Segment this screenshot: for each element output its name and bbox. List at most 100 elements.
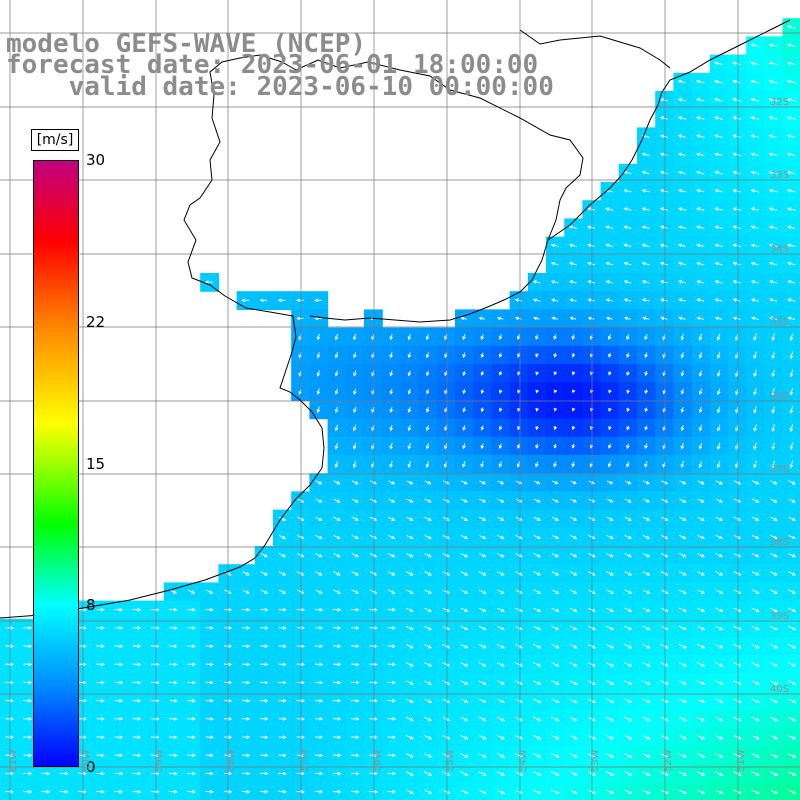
wind-arrow [497,553,505,558]
wind-arrow [480,389,485,394]
wind-arrow [587,789,596,795]
wind-arrow [277,298,286,303]
wind-arrow [444,333,448,341]
wind-arrow [169,771,178,776]
wind-arrow [678,734,687,740]
wind-arrow [59,771,69,776]
wind-arrow [389,352,394,359]
wind-arrow [570,498,578,503]
wind-arrow [697,607,706,612]
wind-arrow [606,571,614,576]
wind-arrow [407,388,412,395]
wind-arrow [223,717,233,721]
wind-arrow [733,589,742,594]
wind-arrow [753,369,757,378]
wind-arrow [460,534,469,540]
wind-arrow [462,461,466,468]
wind-arrow [732,280,741,284]
wind-arrow [553,407,558,412]
wind-speed-cell [436,782,456,800]
wind-arrow [714,225,723,229]
wind-arrow [678,643,687,649]
wind-arrow [751,589,760,594]
wind-arrow [679,516,687,521]
wind-arrow [387,680,396,685]
wind-arrow [351,480,359,485]
wind-arrow [259,298,268,303]
wind-arrow [533,753,542,758]
wind-arrow [696,170,705,175]
wind-arrow [680,424,685,432]
wind-arrow [96,644,105,649]
wind-arrow [498,352,503,358]
wind-arrow [5,644,14,649]
wind-arrow [424,644,432,649]
wind-arrow [23,680,33,685]
wind-arrow [732,207,741,211]
wind-arrow [696,134,705,138]
wind-arrow [406,534,414,540]
wind-arrow [623,261,632,266]
wind-arrow [696,680,706,685]
wind-arrow [641,170,650,175]
wind-arrow [642,571,651,576]
wind-arrow [605,225,614,230]
wind-arrow [732,316,741,321]
wind-arrow [316,388,321,395]
wind-arrow [771,424,775,432]
wind-arrow [571,425,576,431]
wind-arrow [316,352,321,359]
wind-arrow [679,498,687,503]
wind-arrow [278,571,287,576]
wind-arrow [533,662,542,667]
wind-arrow [278,735,287,740]
wind-arrow [23,698,33,703]
wind-arrow [425,352,430,359]
wind-arrow [223,753,233,758]
wind-arrow [314,644,324,649]
wind-arrow [278,717,287,721]
wind-arrow [678,225,687,229]
wind-arrow [5,662,14,667]
wind-arrow [606,498,614,503]
wind-arrow [351,607,360,612]
wind-arrow [587,298,595,302]
wind-arrow [642,771,651,776]
colorbar-tick-label: 22 [86,312,106,331]
wind-arrow [788,553,796,558]
wind-arrow [751,534,760,540]
wind-arrow [696,771,706,776]
wind-arrow [314,607,324,612]
wind-arrow [169,626,178,630]
wind-arrow [770,498,778,503]
wind-arrow [96,607,105,612]
wind-arrow [205,680,214,685]
wind-arrow [624,553,632,558]
wind-arrow [351,553,359,558]
wind-arrow [369,735,378,740]
wind-arrow [697,589,705,594]
wind-arrow [424,771,433,776]
wind-speed-cell [764,782,784,800]
wind-arrow [405,734,414,740]
wind-arrow [278,644,287,649]
wind-arrow [114,644,124,649]
wind-arrow [771,406,775,414]
wind-arrow [771,351,775,360]
wind-arrow [205,662,214,667]
wind-arrow [787,243,796,248]
wind-arrow [351,662,360,667]
wind-arrow [606,516,614,521]
wind-arrow [78,753,87,758]
wind-arrow [424,789,433,795]
wind-arrow [351,516,359,521]
wind-arrow [642,716,651,722]
wind-arrow [242,589,250,594]
wind-arrow [333,480,341,485]
wind-arrow [788,607,797,612]
wind-arrow [187,644,196,649]
wind-arrow [624,753,633,758]
wind-arrow [332,698,342,703]
wind-arrow [587,716,596,722]
wind-arrow [733,680,742,685]
